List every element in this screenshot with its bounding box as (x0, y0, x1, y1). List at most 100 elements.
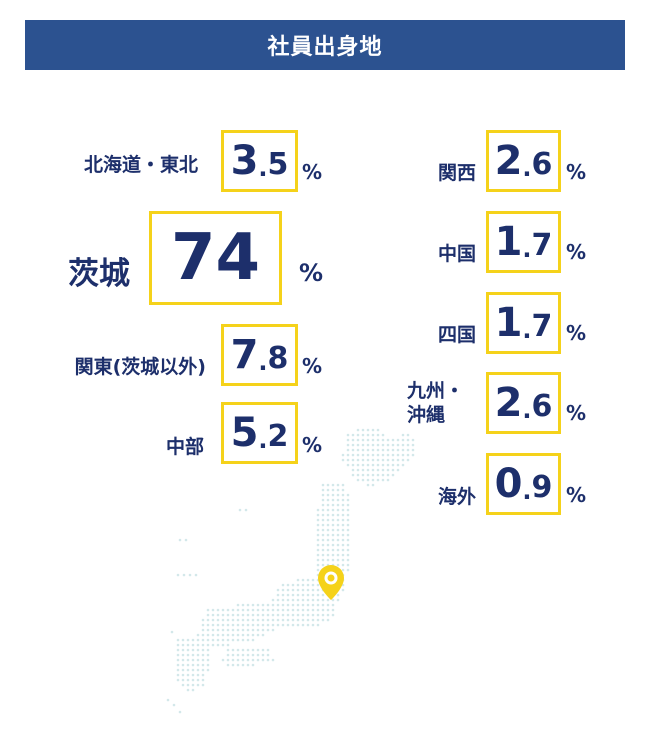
map-dot (351, 433, 355, 437)
map-dot (331, 528, 335, 532)
map-dot (356, 478, 360, 482)
map-dot (186, 653, 190, 657)
value-integer: 3 (230, 138, 259, 184)
map-dot (256, 658, 260, 662)
map-dot (311, 598, 315, 602)
map-dot (166, 698, 170, 702)
map-dot (411, 453, 415, 457)
map-dot (346, 508, 350, 512)
map-dot (196, 668, 200, 672)
map-dot (286, 608, 290, 612)
map-dot (211, 643, 215, 647)
region-hokkaido-tohoku: 北海道・東北 (0, 132, 210, 194)
map-dot (306, 613, 310, 617)
map-dot (361, 443, 365, 447)
map-dot (231, 653, 235, 657)
map-dot (341, 543, 345, 547)
map-pin-icon (318, 565, 344, 600)
map-dot (346, 558, 350, 562)
map-dot (356, 473, 360, 477)
map-dot (331, 503, 335, 507)
map-dot (251, 648, 255, 652)
map-dot (376, 443, 380, 447)
map-dot (346, 493, 350, 497)
map-dot (371, 428, 375, 432)
map-dot (201, 678, 205, 682)
map-dot (316, 558, 320, 562)
map-dot (301, 623, 305, 627)
map-dot (351, 443, 355, 447)
value-decimal: 7 (531, 228, 553, 263)
map-dot (406, 453, 410, 457)
map-dot (381, 448, 385, 452)
map-dot (226, 623, 230, 627)
map-dot (191, 678, 195, 682)
map-dot (346, 433, 350, 437)
map-dot (316, 583, 320, 587)
percent-unit: % (566, 401, 587, 425)
map-dot (336, 558, 340, 562)
map-dot (286, 588, 290, 592)
map-dot (376, 468, 380, 472)
map-dot (261, 648, 265, 652)
map-dot (251, 633, 255, 637)
map-dot (261, 653, 265, 657)
map-dot (321, 613, 325, 617)
map-dot (246, 658, 250, 662)
map-dot (306, 583, 310, 587)
map-dot (221, 628, 225, 632)
map-dot (336, 543, 340, 547)
map-dot (281, 588, 285, 592)
map-dot (281, 583, 285, 587)
map-dot (316, 568, 320, 572)
map-dot (296, 578, 300, 582)
map-dot (241, 623, 245, 627)
map-dot (346, 498, 350, 502)
value-decimal: 7 (531, 309, 553, 344)
map-dot (346, 448, 350, 452)
map-dot (311, 593, 315, 597)
map-dot (321, 608, 325, 612)
map-dot (366, 453, 370, 457)
map-dot (211, 613, 215, 617)
map-dot (266, 658, 270, 662)
map-dot (236, 638, 240, 642)
map-dot (261, 623, 265, 627)
map-dot (341, 533, 345, 537)
map-dot (201, 683, 205, 687)
map-dot (301, 608, 305, 612)
region-label: 中部 (165, 435, 204, 458)
map-dot (391, 438, 395, 442)
map-dot (266, 628, 270, 632)
map-dot (216, 608, 220, 612)
map-dot (194, 573, 198, 577)
map-dot (181, 638, 185, 642)
map-dot (236, 608, 240, 612)
map-dot (371, 463, 375, 467)
map-dot (361, 478, 365, 482)
map-dot (346, 528, 350, 532)
map-dot (326, 558, 330, 562)
map-dot (271, 658, 275, 662)
map-dot (206, 668, 210, 672)
map-dot (256, 628, 260, 632)
map-dot (191, 688, 195, 692)
map-dot (206, 633, 210, 637)
map-dot (244, 508, 248, 512)
map-dot (396, 463, 400, 467)
map-dot (181, 658, 185, 662)
map-dot (226, 608, 230, 612)
map-dot (341, 553, 345, 557)
map-dot (331, 613, 335, 617)
map-dot (191, 668, 195, 672)
map-dot (366, 438, 370, 442)
map-dot (351, 448, 355, 452)
region-label: 中国 (437, 242, 476, 265)
value-point: . (522, 154, 532, 182)
map-dot (256, 613, 260, 617)
map-dot (341, 493, 345, 497)
map-dot (286, 623, 290, 627)
value-decimal: 6 (531, 389, 553, 424)
map-dot (186, 683, 190, 687)
map-dot (201, 673, 205, 677)
